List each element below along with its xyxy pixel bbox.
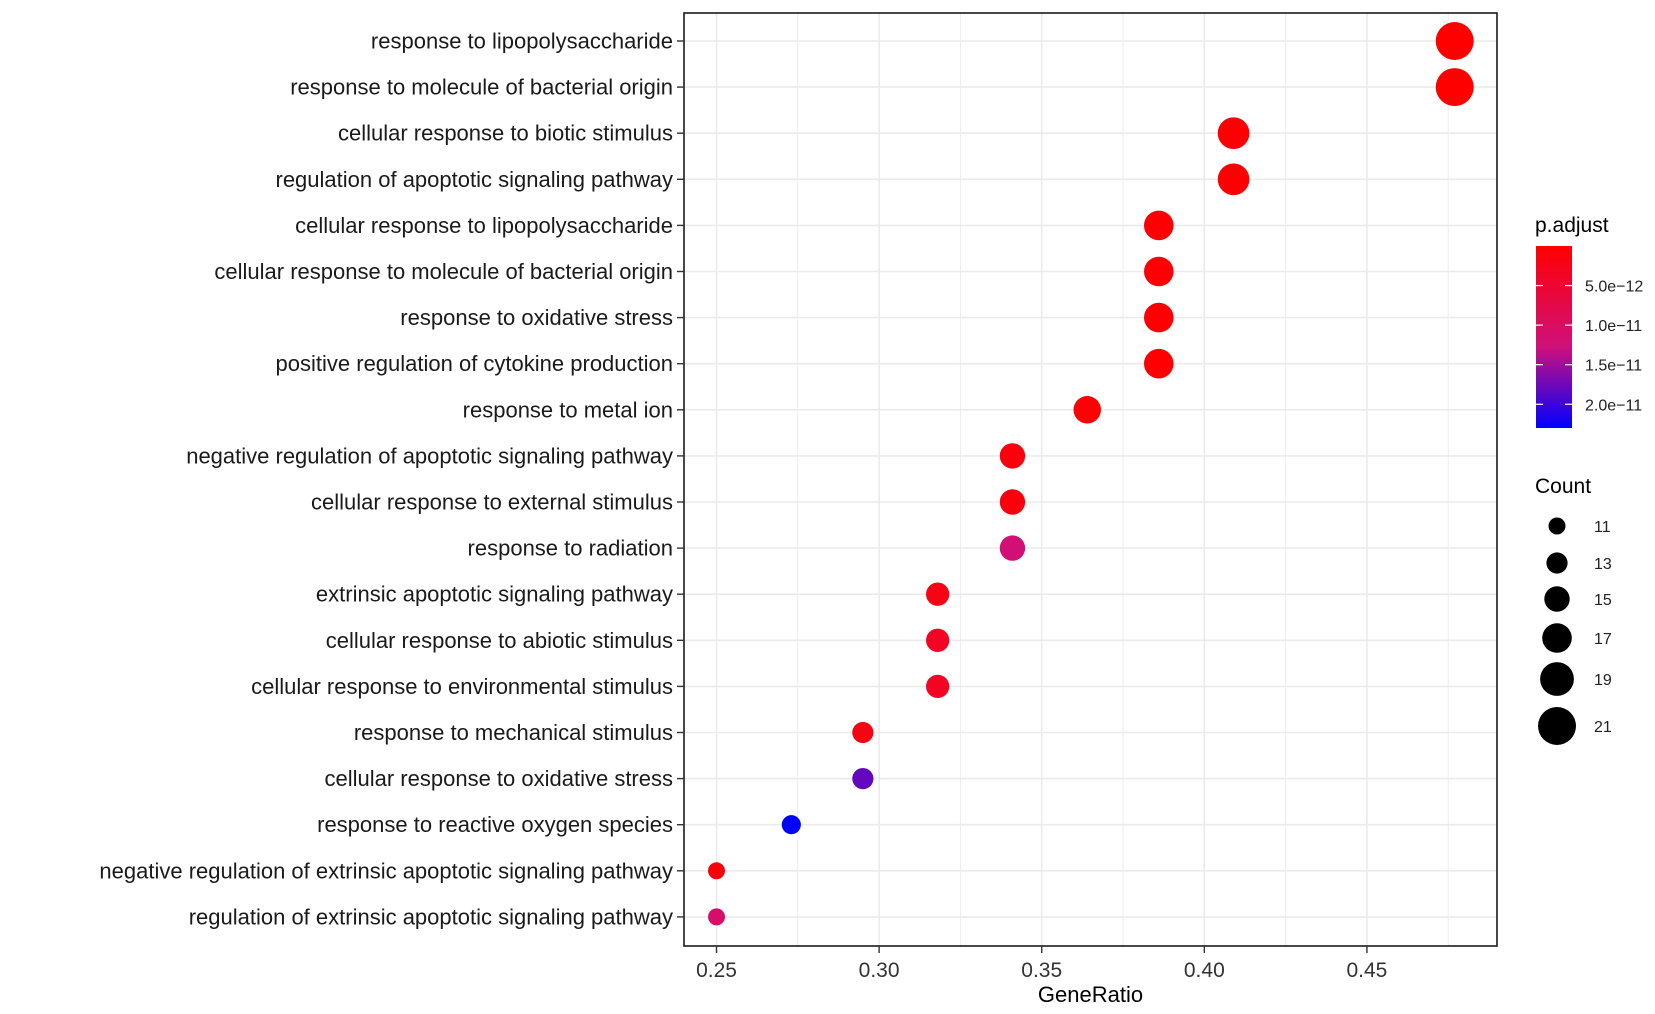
data-point — [1435, 68, 1474, 107]
y-tick-label: response to radiation — [468, 536, 673, 561]
y-tick-label: cellular response to molecule of bacteri… — [214, 259, 673, 284]
data-point — [1217, 163, 1250, 196]
data-point — [1435, 22, 1474, 60]
size-legend: Count 11 13 15 17 19 21 — [1535, 475, 1612, 745]
panel-border — [683, 12, 1498, 947]
data-point — [1073, 396, 1101, 424]
x-tick-label: 0.30 — [859, 959, 900, 982]
size-legend-key — [1546, 552, 1568, 574]
x-tick-label: 0.45 — [1346, 959, 1387, 982]
data-point — [852, 768, 874, 790]
y-tick-label: negative regulation of apoptotic signali… — [186, 443, 673, 468]
plot-panel — [684, 13, 1497, 946]
data-point — [926, 674, 950, 699]
color-legend-label: 1.5e−11 — [1585, 358, 1642, 375]
size-legend-key — [1542, 623, 1572, 653]
data-point — [1143, 256, 1174, 287]
data-point — [708, 862, 726, 880]
data-point — [999, 535, 1026, 561]
y-tick-label: cellular response to biotic stimulus — [338, 121, 673, 146]
data-point — [1143, 348, 1174, 379]
color-legend-label: 2.0e−11 — [1585, 397, 1642, 414]
data-points — [708, 22, 1474, 926]
data-point — [926, 582, 950, 606]
y-tick-label: cellular response to lipopolysaccharide — [295, 213, 673, 238]
size-legend-label: 17 — [1594, 631, 1612, 648]
color-legend-title: p.adjust — [1535, 214, 1609, 237]
y-tick-label: response to mechanical stimulus — [354, 720, 673, 745]
data-point — [1143, 302, 1174, 333]
y-axis: response to lipopolysaccharide response t… — [99, 29, 684, 929]
color-legend-label: 1.0e−11 — [1585, 318, 1642, 335]
x-tick-label: 0.35 — [1021, 959, 1062, 982]
y-tick-label: cellular response to oxidative stress — [325, 766, 674, 791]
y-tick-label: response to lipopolysaccharide — [371, 29, 673, 54]
data-point — [852, 721, 874, 744]
data-point — [1143, 210, 1174, 241]
panel-frame — [683, 12, 1498, 947]
y-tick-label: negative regulation of extrinsic apoptot… — [99, 858, 673, 883]
size-legend-key — [1538, 707, 1576, 745]
color-legend: p.adjust 5.0e−12 1.0e−11 1.5e−11 2.0e−11 — [1535, 214, 1643, 428]
size-legend-label: 11 — [1594, 519, 1611, 536]
panel-background — [684, 13, 1497, 946]
data-point — [999, 489, 1026, 515]
size-legend-label: 15 — [1594, 592, 1612, 609]
color-bar — [1536, 246, 1572, 428]
data-point — [708, 908, 726, 926]
y-tick-label: response to molecule of bacterial origin — [290, 75, 673, 100]
grid-lines — [684, 13, 1497, 946]
x-axis-title: GeneRatio — [1038, 982, 1143, 1007]
y-tick-label: response to metal ion — [463, 397, 673, 422]
size-legend-label: 13 — [1594, 556, 1612, 573]
y-tick-label: cellular response to environmental stimu… — [251, 674, 673, 699]
size-legend-key — [1540, 662, 1574, 696]
y-tick-label: extrinsic apoptotic signaling pathway — [316, 582, 673, 607]
y-tick-label: response to reactive oxygen species — [317, 812, 673, 837]
x-tick-label: 0.40 — [1184, 959, 1225, 982]
x-axis: 0.25 0.30 0.35 0.40 0.45 — [696, 946, 1387, 982]
y-tick-label: cellular response to abiotic stimulus — [326, 628, 673, 653]
y-tick-label: positive regulation of cytokine producti… — [276, 351, 673, 376]
data-point — [781, 815, 801, 835]
data-point — [926, 628, 950, 652]
y-tick-label: response to oxidative stress — [400, 305, 673, 330]
y-tick-label: regulation of apoptotic signaling pathwa… — [276, 167, 674, 192]
y-tick-label: regulation of extrinsic apoptotic signal… — [189, 904, 673, 929]
color-legend-label: 5.0e−12 — [1585, 279, 1643, 296]
size-legend-title: Count — [1535, 475, 1591, 498]
size-legend-label: 19 — [1594, 672, 1612, 689]
x-tick-label: 0.25 — [696, 959, 737, 982]
size-legend-label: 21 — [1594, 719, 1612, 736]
data-point — [999, 443, 1026, 469]
data-point — [1217, 117, 1250, 150]
y-tick-label: cellular response to external stimulus — [311, 490, 673, 515]
size-legend-key — [1544, 586, 1570, 612]
size-legend-key — [1548, 517, 1566, 535]
